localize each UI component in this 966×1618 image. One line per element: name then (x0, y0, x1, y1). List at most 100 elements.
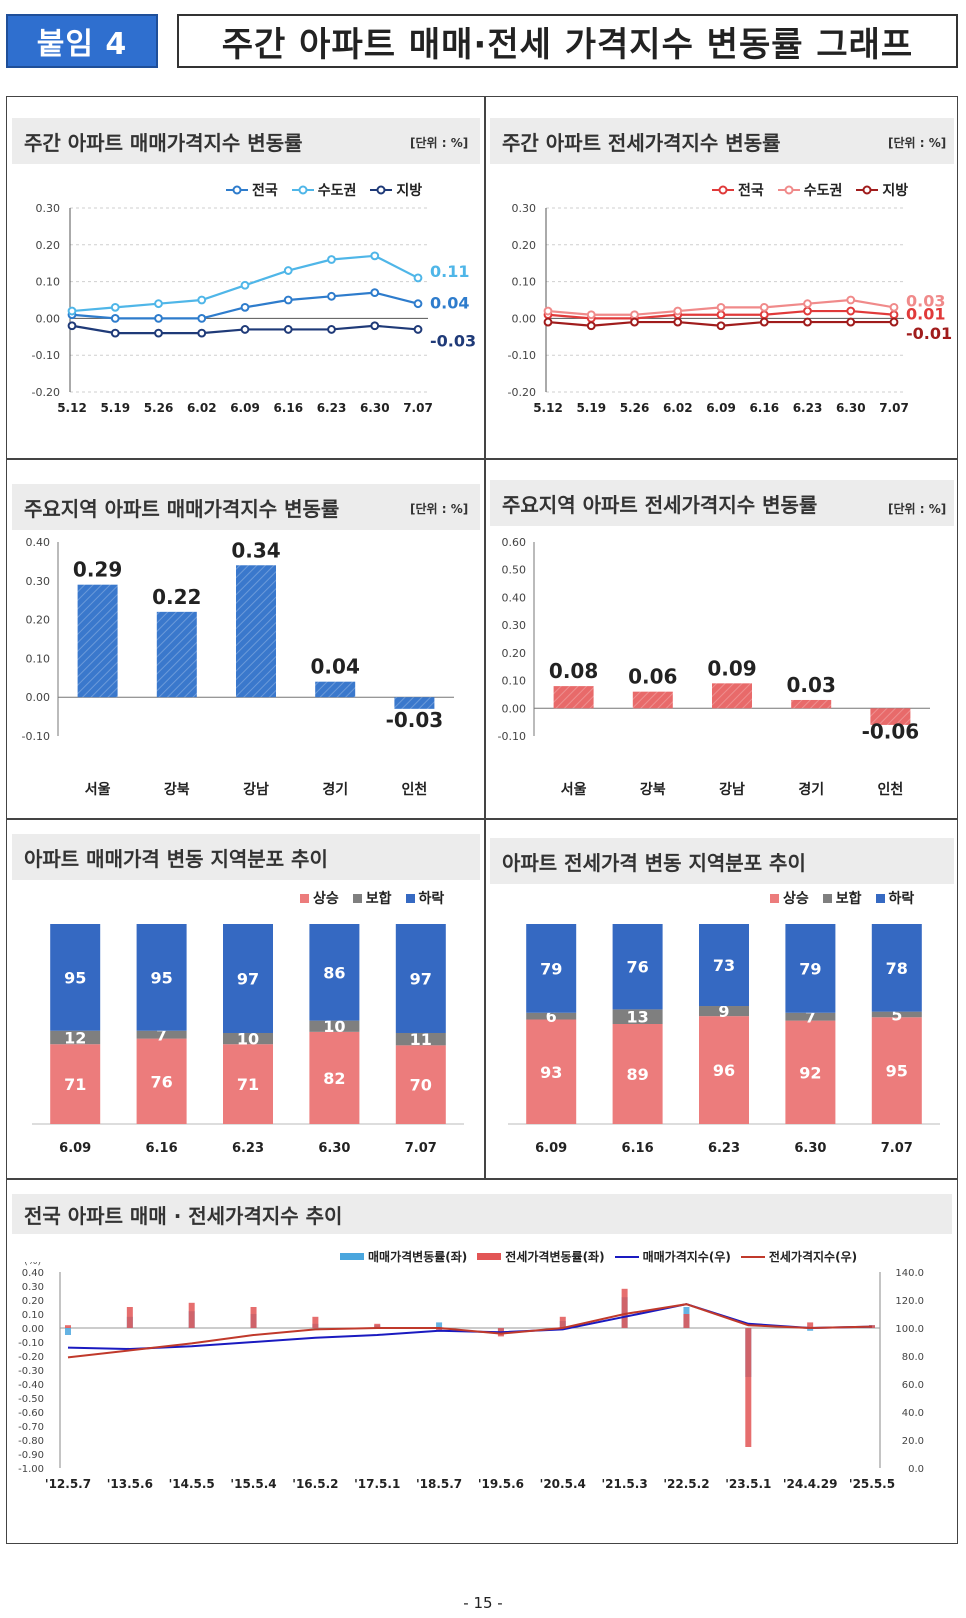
x-tick-label: 6.23 (708, 1141, 740, 1156)
data-point (110, 314, 120, 323)
segment-label: 89 (626, 1065, 648, 1084)
data-label: 0.08 (549, 659, 598, 683)
legend-national-trend: 매매가격변동률(좌) 전세가격변동률(좌) 매매가격지수(우) 전세가격지수(우… (340, 1248, 857, 1265)
data-label: 0.29 (73, 558, 122, 582)
data-label: 0.34 (231, 538, 280, 562)
x-tick-label: '25.5.5 (849, 1477, 895, 1491)
y-tick-label: 0.60 (502, 536, 527, 549)
legend-label: 수도권 (317, 183, 357, 199)
legend-dist-sale: 상승 보합 하락 (300, 888, 444, 908)
stack-segment (50, 1030, 101, 1045)
rate-bar (683, 1314, 690, 1328)
data-point (283, 295, 293, 305)
segment-label: 5 (891, 1005, 902, 1024)
index-line (67, 1303, 873, 1359)
data-point (889, 302, 899, 312)
y-tick-label: 0.10 (512, 276, 537, 289)
chart-title: 아파트 전세가격 변동 지역분포 추이 (502, 850, 806, 875)
bar (156, 611, 197, 698)
data-point (759, 302, 769, 312)
y-tick-label: 0.20 (502, 647, 527, 660)
y-tick-label: 0.20 (36, 239, 61, 252)
legend-item: 상승 (300, 888, 339, 908)
y-tick-label: 0.40 (26, 536, 51, 549)
stack-segment (785, 1012, 836, 1021)
y-tick-label-right: 0.0 (908, 1464, 924, 1475)
y-tick-label: 0.40 (502, 591, 527, 604)
legend-item: 보합 (352, 888, 392, 908)
legend-item: 매매가격변동률(좌) (340, 1248, 467, 1265)
y-tick-label: 0.10 (36, 276, 61, 289)
y-tick-label: 0.20 (512, 239, 537, 252)
data-point (716, 302, 726, 312)
chart-title: 주요지역 아파트 전세가격지수 변동률 (502, 492, 818, 517)
x-tick-label: '17.5.1 (354, 1477, 400, 1491)
end-value-label: 0.04 (430, 294, 469, 313)
y-tick-label: 0.10 (26, 652, 51, 665)
legend-item: 수도권 (777, 180, 842, 200)
segment-label: 12 (64, 1028, 86, 1047)
data-point (586, 321, 596, 331)
data-label: 0.03 (787, 673, 836, 697)
y-tick-label-right: 80.0 (902, 1352, 924, 1363)
y-tick-label: 0.00 (26, 691, 51, 704)
data-point (803, 299, 812, 309)
x-tick-label: 서울 (85, 781, 111, 798)
data-label: 0.09 (707, 656, 756, 680)
stack-segment (223, 1044, 273, 1124)
index-line (67, 1303, 873, 1351)
dist-sale-stacked-chart: 71 12 95 6.09 76 7 95 6.16 71 10 97 6.23 82 10 86 6.30 7… (32, 924, 464, 1156)
stack-segment (309, 1031, 360, 1124)
legend-marker-icon (226, 185, 248, 195)
legend-marker-icon (856, 185, 879, 195)
x-tick-label: 경기 (322, 781, 348, 798)
y-tick-label-left: 0.10 (22, 1310, 44, 1321)
data-point (543, 317, 553, 327)
bar (394, 697, 435, 709)
legend-weekly-sale: 전국 수도권 지방 (226, 180, 422, 200)
x-tick-label: 강남 (719, 781, 745, 798)
data-point (240, 302, 250, 312)
legend-label: 전국 (252, 183, 278, 199)
divider-row-3 (6, 1178, 958, 1180)
data-point (154, 314, 163, 323)
x-tick-label: 5.12 (533, 401, 563, 415)
data-point (630, 310, 639, 320)
legend-swatch (340, 1253, 364, 1260)
data-point (327, 325, 336, 334)
data-point (846, 306, 856, 316)
end-value-label: 0.01 (906, 305, 945, 324)
data-point (586, 310, 596, 320)
stack-segment (223, 924, 273, 1033)
divider-row-1 (6, 458, 958, 460)
x-tick-label: 5.19 (576, 401, 606, 415)
data-point (327, 291, 336, 301)
rate-bar (869, 1325, 875, 1328)
y-tick-label-left: -0.60 (18, 1408, 44, 1419)
x-tick-label: 5.19 (100, 401, 130, 415)
panel-title-national-trend: 전국 아파트 매매 · 전세가격지수 추이 (12, 1194, 952, 1234)
x-tick-label: '13.5.6 (107, 1477, 153, 1491)
y-tick-label: 0.30 (512, 202, 537, 215)
segment-label: 6 (546, 1007, 557, 1026)
divider-vertical (484, 96, 486, 1178)
page-number: - 15 - (463, 1594, 503, 1612)
x-tick-label: 6.16 (273, 401, 303, 415)
y-tick-label-left: -0.10 (18, 1338, 44, 1349)
x-tick-label: 6.09 (706, 401, 736, 415)
chart-title: 아파트 매매가격 변동 지역분포 추이 (24, 846, 328, 871)
segment-label: 95 (886, 1062, 908, 1081)
rate-bar (745, 1328, 752, 1447)
appendix-badge: 붙임 4 (6, 14, 158, 68)
y-tick-label-left: -0.90 (18, 1450, 44, 1461)
x-tick-label: 7.07 (405, 1141, 437, 1156)
panel-title-weekly-jeonse: 주간 아파트 전세가격지수 변동률 (490, 118, 954, 164)
data-label: 0.22 (152, 585, 201, 609)
x-tick-label: 강북 (640, 781, 666, 798)
x-tick-label: 6.16 (622, 1141, 654, 1156)
legend-swatch (300, 893, 309, 903)
segment-label: 13 (626, 1008, 648, 1027)
bar (712, 683, 752, 709)
segment-label: 95 (64, 968, 86, 987)
rate-bar (188, 1302, 195, 1328)
